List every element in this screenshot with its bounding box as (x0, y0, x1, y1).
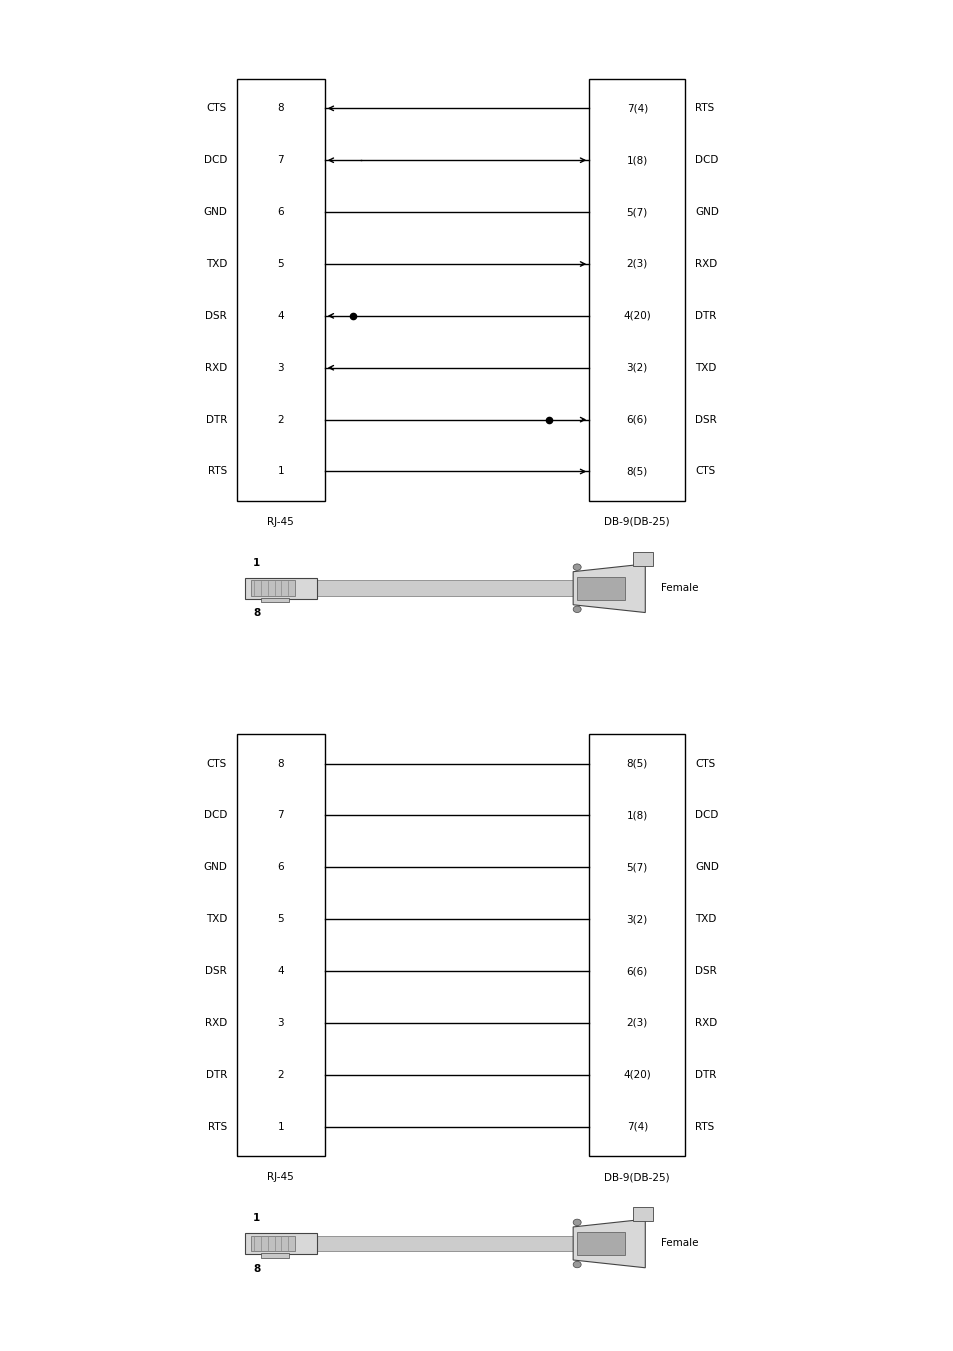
Text: 7(4): 7(4) (626, 103, 647, 113)
Text: 5(7): 5(7) (626, 862, 647, 873)
Text: RTS: RTS (208, 466, 227, 477)
Text: 7: 7 (277, 811, 284, 820)
Text: CTS: CTS (207, 103, 227, 113)
Text: DTR: DTR (694, 311, 716, 322)
Bar (316, 581, 573, 596)
Bar (251, 581, 294, 596)
Text: 4(20): 4(20) (622, 311, 651, 322)
Text: 3: 3 (277, 362, 284, 373)
Text: RXD: RXD (205, 362, 227, 373)
Bar (244, 578, 316, 598)
Text: 1(8): 1(8) (626, 811, 647, 820)
Bar (244, 1233, 316, 1254)
Bar (577, 577, 624, 600)
Text: 2(3): 2(3) (626, 259, 647, 269)
Text: 5: 5 (277, 915, 284, 924)
Text: RTS: RTS (208, 1121, 227, 1132)
Text: TXD: TXD (206, 259, 227, 269)
Text: RJ-45: RJ-45 (267, 517, 294, 527)
Text: RXD: RXD (694, 1017, 717, 1028)
Text: RTS: RTS (694, 1121, 714, 1132)
Text: Female: Female (660, 1239, 699, 1248)
Text: DSR: DSR (205, 311, 227, 322)
Text: 8: 8 (253, 608, 260, 619)
Bar (236, 735, 324, 1156)
Text: CTS: CTS (694, 466, 715, 477)
Text: 4: 4 (277, 966, 284, 977)
Text: 7(4): 7(4) (626, 1121, 647, 1132)
Text: 5(7): 5(7) (626, 207, 647, 218)
Circle shape (573, 607, 580, 612)
Text: 8(5): 8(5) (626, 758, 647, 769)
Text: 2: 2 (277, 1070, 284, 1079)
Bar (633, 1206, 653, 1221)
Text: 1: 1 (253, 558, 260, 569)
Text: 1: 1 (277, 1121, 284, 1132)
Text: 1: 1 (253, 1213, 260, 1224)
Text: 1(8): 1(8) (626, 155, 647, 165)
Text: DCD: DCD (694, 811, 718, 820)
Text: DTR: DTR (694, 1070, 716, 1079)
Text: DCD: DCD (694, 155, 718, 165)
Text: 2(3): 2(3) (626, 1017, 647, 1028)
Polygon shape (573, 1219, 644, 1267)
Text: DB-9(DB-25): DB-9(DB-25) (604, 1173, 669, 1182)
Text: RXD: RXD (694, 259, 717, 269)
Bar (316, 1236, 573, 1251)
Text: 2: 2 (277, 415, 284, 424)
Text: RTS: RTS (694, 103, 714, 113)
Text: CTS: CTS (694, 758, 715, 769)
Text: 6(6): 6(6) (626, 415, 647, 424)
FancyBboxPatch shape (260, 1254, 289, 1258)
Text: RJ-45: RJ-45 (267, 1173, 294, 1182)
Text: DSR: DSR (694, 415, 716, 424)
Polygon shape (573, 563, 644, 612)
Text: GND: GND (203, 862, 227, 873)
Text: 6(6): 6(6) (626, 966, 647, 977)
Text: 7: 7 (277, 155, 284, 165)
Text: 3: 3 (277, 1017, 284, 1028)
Text: 3(2): 3(2) (626, 915, 647, 924)
Text: 6: 6 (277, 207, 284, 218)
Text: 1: 1 (277, 466, 284, 477)
Text: 8: 8 (253, 1263, 260, 1274)
Text: 8(5): 8(5) (626, 466, 647, 477)
Text: 5: 5 (277, 259, 284, 269)
Text: TXD: TXD (694, 362, 716, 373)
Text: RXD: RXD (205, 1017, 227, 1028)
Bar (633, 551, 653, 566)
Text: CTS: CTS (207, 758, 227, 769)
Text: DSR: DSR (694, 966, 716, 977)
Text: GND: GND (203, 207, 227, 218)
Bar (236, 80, 324, 501)
Text: DB-9(DB-25): DB-9(DB-25) (604, 517, 669, 527)
Text: DSR: DSR (205, 966, 227, 977)
Text: 6: 6 (277, 862, 284, 873)
Bar (577, 1232, 624, 1255)
Text: Female: Female (660, 584, 699, 593)
Bar (589, 80, 684, 501)
Text: DCD: DCD (203, 811, 227, 820)
Text: GND: GND (694, 862, 719, 873)
Text: GND: GND (694, 207, 719, 218)
Bar (251, 1236, 294, 1251)
Circle shape (573, 1262, 580, 1267)
Circle shape (573, 563, 580, 570)
Text: 8: 8 (277, 758, 284, 769)
Text: 4(20): 4(20) (622, 1070, 651, 1079)
Circle shape (573, 1219, 580, 1225)
FancyBboxPatch shape (260, 598, 289, 603)
Text: DTR: DTR (206, 415, 227, 424)
Text: TXD: TXD (206, 915, 227, 924)
Text: DTR: DTR (206, 1070, 227, 1079)
Text: DCD: DCD (203, 155, 227, 165)
Text: 8: 8 (277, 103, 284, 113)
Text: 3(2): 3(2) (626, 362, 647, 373)
Text: 4: 4 (277, 311, 284, 322)
Text: TXD: TXD (694, 915, 716, 924)
Bar (589, 735, 684, 1156)
